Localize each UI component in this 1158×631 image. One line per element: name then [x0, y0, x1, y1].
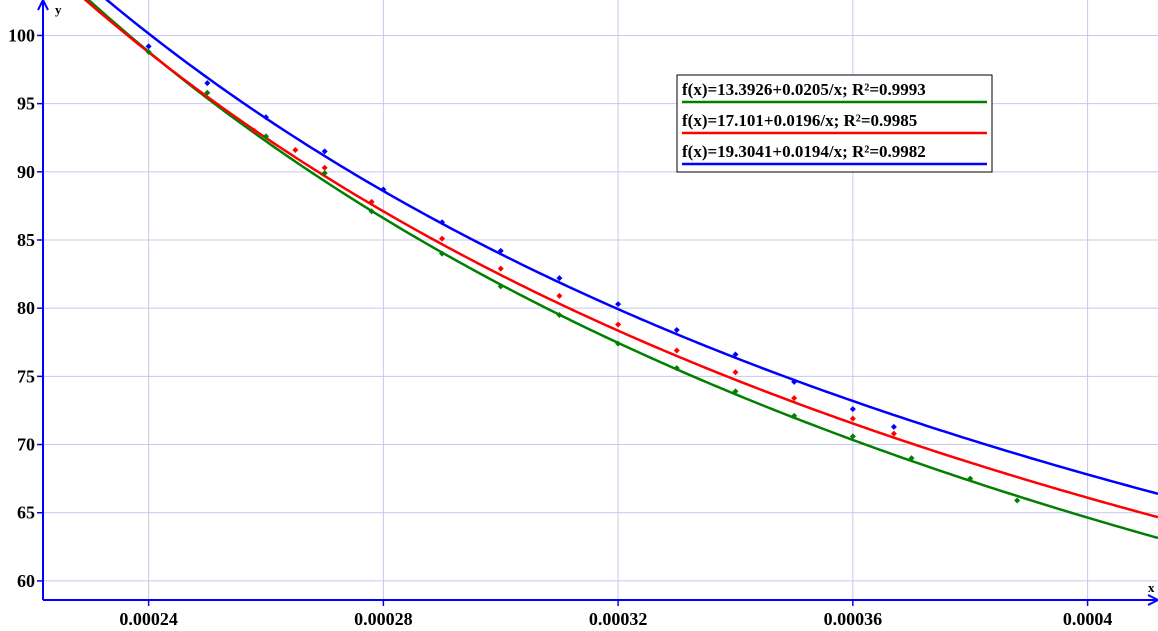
grid	[43, 0, 1158, 600]
y-tick-label: 60	[17, 571, 35, 591]
y-tick-label: 80	[17, 298, 35, 318]
data-point	[1014, 497, 1021, 504]
data-point	[439, 219, 446, 226]
data-point	[849, 406, 856, 413]
data-points	[145, 43, 1021, 504]
data-point	[890, 430, 897, 437]
data-point	[673, 365, 680, 372]
data-point	[263, 114, 269, 121]
fit-curve-1	[83, 0, 1158, 519]
data-point	[145, 48, 152, 55]
data-point	[204, 89, 211, 96]
data-point	[556, 275, 563, 282]
data-point	[791, 378, 798, 385]
data-point	[732, 369, 739, 376]
data-point	[849, 433, 856, 440]
data-point	[497, 247, 504, 254]
legend-entry-label: f(x)=13.3926+0.0205/x; R²=0.9993	[682, 80, 926, 99]
data-point	[368, 208, 375, 215]
data-point	[967, 475, 974, 482]
data-point	[439, 235, 446, 242]
data-point	[292, 147, 299, 153]
data-point	[321, 148, 328, 155]
x-tick-label: 0.00028	[354, 609, 413, 629]
legend-box	[676, 74, 993, 173]
x-tick-label: 0.0004	[1063, 609, 1113, 629]
x-tick-label: 0.00036	[824, 609, 883, 629]
data-point	[673, 347, 680, 354]
data-point	[556, 312, 563, 318]
data-point	[251, 127, 258, 134]
legend-entry-label: f(x)=17.101+0.0196/x; R²=0.9985	[682, 111, 917, 130]
x-axis-title: x	[1148, 580, 1155, 595]
data-point	[321, 170, 328, 177]
axes: 0.00024 0.00028 0.00032 0.00036 0.0004 60 65 70…	[8, 0, 1158, 629]
data-point	[497, 283, 504, 290]
data-point	[908, 455, 915, 462]
y-tick-label: 95	[17, 94, 35, 114]
data-point	[321, 164, 328, 171]
fit-curve-2	[105, 0, 1158, 495]
data-point	[890, 423, 897, 430]
y-tick-label: 65	[17, 503, 35, 523]
data-point	[145, 43, 152, 50]
data-point	[615, 301, 622, 308]
fit-curve-0	[86, 0, 1158, 540]
fit-curves	[83, 0, 1158, 540]
data-point	[791, 395, 798, 402]
y-tick-label: 75	[17, 366, 35, 386]
data-point	[439, 250, 446, 257]
x-axis-arrow	[1147, 594, 1158, 606]
data-point	[380, 186, 387, 193]
y-tick-label: 85	[17, 230, 35, 250]
data-point	[263, 133, 269, 140]
data-point	[791, 412, 798, 419]
data-point	[368, 198, 375, 205]
data-point	[849, 415, 856, 422]
data-point	[204, 80, 211, 87]
y-tick-label: 100	[8, 25, 35, 45]
legend-entry-label: f(x)=19.3041+0.0194/x; R²=0.9982	[682, 142, 926, 161]
y-tick-label: 90	[17, 162, 35, 182]
legend: f(x)=13.3926+0.0205/x; R²=0.9993 f(x)=17.…	[676, 74, 993, 173]
data-point	[556, 292, 563, 299]
data-point	[497, 265, 504, 272]
x-tick-label: 0.00032	[589, 609, 648, 629]
y-tick-label: 70	[17, 435, 35, 455]
data-point	[673, 327, 680, 333]
y-axis-arrow	[37, 0, 49, 11]
y-axis-title: y	[55, 2, 62, 17]
data-point	[732, 351, 739, 358]
x-tick-label: 0.00024	[119, 609, 178, 629]
data-point	[732, 388, 739, 395]
data-point	[615, 321, 622, 328]
data-point	[615, 340, 622, 347]
